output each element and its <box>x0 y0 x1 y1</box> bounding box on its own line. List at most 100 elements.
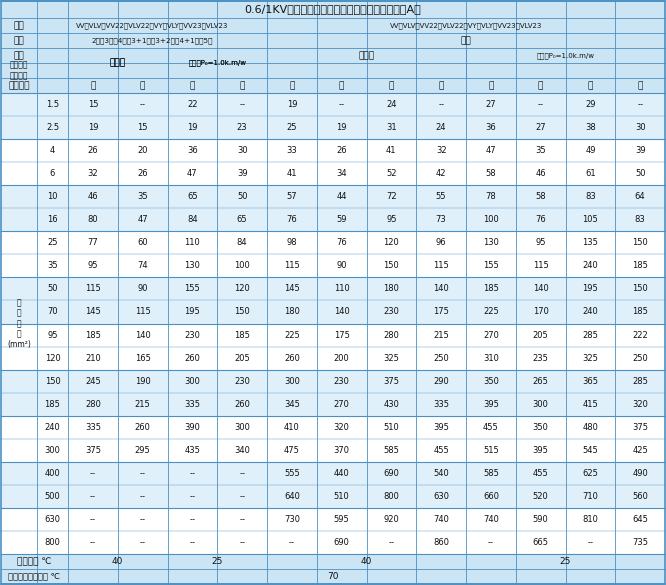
Text: 175: 175 <box>334 331 350 339</box>
Text: 300: 300 <box>284 377 300 386</box>
Text: 芯数: 芯数 <box>13 36 25 45</box>
Text: 140: 140 <box>135 331 151 339</box>
Text: 515: 515 <box>483 446 499 455</box>
Text: 440: 440 <box>334 469 350 478</box>
Text: 30: 30 <box>635 123 645 132</box>
Text: 455: 455 <box>533 469 549 478</box>
Text: 300: 300 <box>45 446 61 455</box>
Text: 土壤中P₀=1.0k.m/w: 土壤中P₀=1.0k.m/w <box>537 52 595 59</box>
Bar <box>1 393 665 416</box>
Text: 铝: 铝 <box>240 81 245 90</box>
Text: 土壤中P₀=1.0k.m/w: 土壤中P₀=1.0k.m/w <box>188 60 246 66</box>
Text: 195: 195 <box>184 308 200 316</box>
Text: 185: 185 <box>85 331 101 339</box>
Text: 480: 480 <box>583 423 598 432</box>
Text: 145: 145 <box>284 284 300 294</box>
Text: 222: 222 <box>632 331 648 339</box>
Text: 625: 625 <box>583 469 598 478</box>
Text: 425: 425 <box>632 446 648 455</box>
Bar <box>1 554 665 569</box>
Text: 84: 84 <box>237 238 248 247</box>
Text: 130: 130 <box>483 238 499 247</box>
Text: 270: 270 <box>483 331 499 339</box>
Bar <box>1 531 665 554</box>
Text: 175: 175 <box>433 308 449 316</box>
Text: 34: 34 <box>336 169 347 178</box>
Text: 76: 76 <box>336 238 347 247</box>
Text: 24: 24 <box>386 100 397 109</box>
Text: --: -- <box>90 469 96 478</box>
Text: 590: 590 <box>533 515 549 524</box>
Text: 260: 260 <box>135 423 151 432</box>
Text: VV、VLV、VV22、VLV22、VY、VLY、VV23、VLV23: VV、VLV、VV22、VLV22、VY、VLY、VV23、VLV23 <box>390 22 542 29</box>
Text: 185: 185 <box>45 400 61 409</box>
Text: 65: 65 <box>187 192 198 201</box>
Text: 630: 630 <box>45 515 61 524</box>
Text: --: -- <box>189 515 195 524</box>
Text: 400: 400 <box>45 469 61 478</box>
Text: 19: 19 <box>187 123 198 132</box>
Text: 42: 42 <box>436 169 446 178</box>
Text: 33: 33 <box>286 146 297 155</box>
Text: 365: 365 <box>582 377 598 386</box>
Text: 335: 335 <box>433 400 449 409</box>
Text: 115: 115 <box>533 261 549 270</box>
Bar <box>1 277 665 301</box>
Text: 76: 76 <box>535 215 546 224</box>
Text: 31: 31 <box>386 123 397 132</box>
Text: 90: 90 <box>336 261 347 270</box>
Text: 46: 46 <box>87 192 98 201</box>
Text: 6: 6 <box>50 169 55 178</box>
Text: 190: 190 <box>135 377 151 386</box>
Text: 415: 415 <box>583 400 598 409</box>
Bar <box>1 18 665 33</box>
Text: 410: 410 <box>284 423 300 432</box>
Text: 105: 105 <box>583 215 598 224</box>
Text: 27: 27 <box>535 123 546 132</box>
Text: --: -- <box>289 538 295 547</box>
Bar <box>1 48 665 63</box>
Text: --: -- <box>239 538 245 547</box>
Text: --: -- <box>239 469 245 478</box>
Text: 185: 185 <box>483 284 499 294</box>
Text: 25: 25 <box>212 557 223 566</box>
Text: 645: 645 <box>632 515 648 524</box>
Text: 敷设: 敷设 <box>13 51 25 60</box>
Text: 44: 44 <box>336 192 347 201</box>
Text: 205: 205 <box>234 353 250 363</box>
Text: 32: 32 <box>87 169 98 178</box>
Text: 270: 270 <box>334 400 350 409</box>
Text: 510: 510 <box>334 492 350 501</box>
Bar <box>1 78 665 93</box>
Text: 285: 285 <box>632 377 648 386</box>
Text: 64: 64 <box>635 192 645 201</box>
Text: 单芯电缆
排列方式: 单芯电缆 排列方式 <box>10 61 28 80</box>
Text: 空气中: 空气中 <box>358 51 374 60</box>
Text: 96: 96 <box>436 238 446 247</box>
Text: 19: 19 <box>336 123 347 132</box>
Text: --: -- <box>189 492 195 501</box>
Text: 26: 26 <box>137 169 148 178</box>
Text: 线芯材质: 线芯材质 <box>8 81 30 90</box>
Text: 39: 39 <box>635 146 645 155</box>
Bar <box>1 324 665 346</box>
Text: 铜: 铜 <box>90 81 95 90</box>
Text: 320: 320 <box>632 400 648 409</box>
Text: 740: 740 <box>433 515 449 524</box>
Text: 10: 10 <box>47 192 58 201</box>
Bar <box>1 63 665 78</box>
Text: 350: 350 <box>533 423 549 432</box>
Text: 95: 95 <box>88 261 98 270</box>
Text: --: -- <box>239 515 245 524</box>
Text: 58: 58 <box>486 169 496 178</box>
Bar <box>1 569 665 584</box>
Text: 铜: 铜 <box>389 81 394 90</box>
Text: 76: 76 <box>286 215 297 224</box>
Text: 26: 26 <box>336 146 347 155</box>
Text: 150: 150 <box>234 308 250 316</box>
Text: 510: 510 <box>384 423 399 432</box>
Text: 225: 225 <box>483 308 499 316</box>
Text: 225: 225 <box>284 331 300 339</box>
Text: 70: 70 <box>47 308 58 316</box>
Text: 180: 180 <box>384 284 400 294</box>
